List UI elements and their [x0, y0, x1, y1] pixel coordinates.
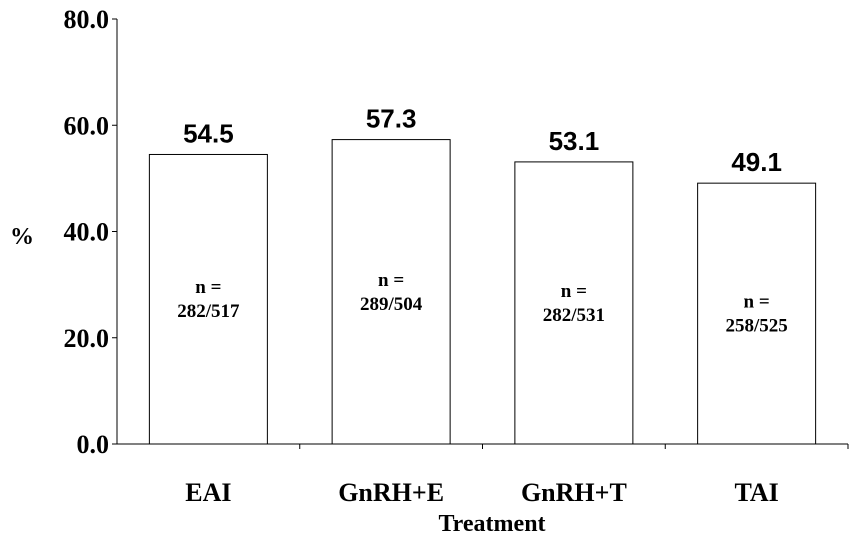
y-tick-label: 40.0	[64, 218, 110, 247]
x-axis-title: Treatment	[438, 511, 545, 537]
bar-group: 57.3 n = 289/504	[331, 104, 451, 445]
bar-n-count: 282/517	[177, 301, 240, 322]
bar-n-prefix: n =	[744, 292, 770, 313]
y-tick-label: 20.0	[64, 324, 110, 353]
bar-group: 53.1 n = 282/531	[514, 126, 634, 445]
bar-n-count: 282/531	[543, 305, 605, 326]
bar-value-label: 49.1	[731, 147, 782, 177]
x-category-label: GnRH+T	[521, 478, 627, 507]
bar-n-prefix: n =	[195, 277, 221, 298]
x-category-label: TAI	[734, 478, 778, 507]
x-category-label: EAI	[185, 478, 231, 507]
bar-value-label: 57.3	[366, 104, 417, 134]
bar-n-count: 289/504	[360, 294, 423, 315]
bar-n-count: 258/525	[725, 316, 787, 337]
y-axis-title: %	[10, 224, 34, 250]
bar	[697, 182, 817, 445]
bar-group: 54.5 n = 282/517	[148, 118, 268, 445]
y-tick-label: 80.0	[64, 5, 110, 34]
bar-group: 49.1 n = 258/525	[697, 147, 817, 445]
bar	[148, 153, 268, 445]
x-axis: EAI GnRH+E GnRH+T TAI	[117, 443, 849, 507]
y-tick-label: 60.0	[64, 111, 110, 140]
bar	[514, 161, 634, 445]
bar-value-label: 54.5	[183, 118, 234, 148]
bar-n-prefix: n =	[378, 270, 404, 291]
x-category-label: GnRH+E	[338, 478, 444, 507]
y-tick-label: 0.0	[77, 430, 110, 459]
bar	[331, 139, 451, 445]
bar-n-prefix: n =	[561, 281, 587, 302]
bar-value-label: 53.1	[549, 126, 600, 156]
y-axis: 0.0 20.0 40.0 60.0 80.0	[64, 5, 118, 459]
bars: 54.5 n = 282/517 57.3 n = 289/504 53.1 n = 282/5…	[148, 104, 817, 445]
